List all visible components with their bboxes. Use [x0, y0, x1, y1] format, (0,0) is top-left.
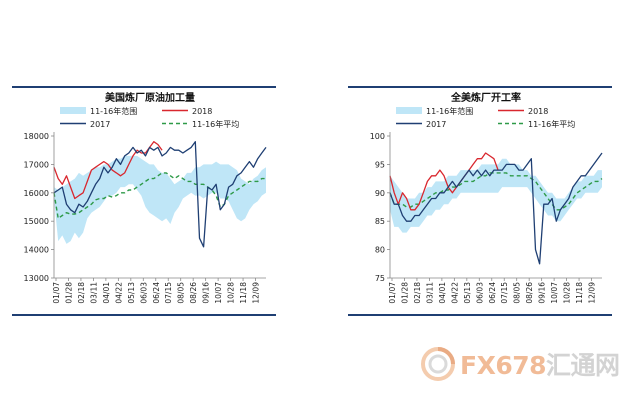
chart-0-legend-label-s2017: 2017: [90, 120, 110, 129]
chart-1-y-tick-label: 85: [375, 217, 385, 226]
chart-0-x-tick-label: 01/28: [64, 282, 73, 304]
chart-1-legend-label-s2018: 2018: [528, 107, 548, 116]
chart-0-x-tick-label: 06/24: [152, 282, 161, 304]
chart-1-series-2017-line: [389, 152, 603, 265]
chart-1-y-tick-label: 75: [375, 274, 385, 283]
chart-1-legend-label-avg: 11-16年平均: [528, 119, 575, 129]
chart-0-x-tick-label: 03/11: [89, 282, 98, 304]
chart-0-x-tick-label: 04/22: [114, 282, 123, 304]
chart-1-x-tick-label: 06/24: [488, 282, 497, 304]
chart-0-y-tick-label: 17000: [24, 160, 49, 169]
chart-0-x-tick-label: 06/03: [139, 282, 148, 304]
chart-1-x-tick-label: 02/18: [413, 282, 422, 304]
chart-0-x-tick-label: 12/09: [252, 282, 261, 304]
utilization-chart: 全美炼厂开工率 11-16年范围 2018 2017 11-16年平均 100 95 90 85…: [370, 91, 603, 304]
chart-1-title: 全美炼厂开工率: [450, 91, 521, 104]
chart-0-x-tick-label: 10/28: [227, 282, 236, 304]
chart-0-legend-label-s2018: 2018: [192, 107, 212, 116]
chart-0-x-tick-label: 08/05: [177, 282, 186, 304]
chart-panel-utilization: 全美炼厂开工率 11-16年范围 2018 2017 11-16年平均 100 95 90 85…: [348, 86, 612, 316]
chart-0-series-avg-line: [53, 172, 266, 220]
chart-0-y-tick-label: 14000: [24, 246, 49, 255]
chart-1-x-tick-label: 10/07: [550, 282, 559, 304]
chart-0-x-tick-label: 11/18: [239, 282, 248, 304]
watermark-brand: FX678: [460, 351, 547, 380]
chart-1-x-tick-label: 01/28: [400, 282, 409, 304]
chart-0-x-tick-label: 05/13: [127, 282, 136, 304]
chart-0-y-tick-label: 18000: [24, 132, 49, 141]
chart-1-legend-label-s2017: 2017: [426, 120, 446, 129]
chart-0-series-range-band: [54, 155, 266, 244]
chart-1-x-tick-label: 10/28: [563, 282, 572, 304]
chart-0-x-tick-label: 07/15: [164, 282, 173, 304]
chart-0-x-tick-label: 08/26: [189, 282, 198, 304]
chart-0-series-2017-line: [53, 141, 267, 248]
chart-0-x-tick-label: 10/07: [214, 282, 223, 304]
fx678-logo-icon: [421, 347, 455, 381]
chart-0-legend-swatch-band: [60, 107, 86, 114]
chart-1-y-tick-label: 100: [370, 132, 385, 141]
chart-0-x-tick-label: 02/18: [77, 282, 86, 304]
chart-1-y-tick-label: 90: [375, 189, 385, 198]
chart-1-x-tick-label: 09/16: [538, 282, 547, 304]
chart-0-x-tick-label: 01/07: [52, 282, 61, 304]
watermark-text: FX678汇通网: [460, 346, 620, 382]
fx678-watermark: FX678汇通网: [420, 344, 630, 384]
chart-1-legend-label-band: 11-16年范围: [426, 106, 473, 116]
chart-1-x-tick-label: 06/03: [475, 282, 484, 304]
chart-1-legend-swatch-band: [396, 107, 422, 114]
chart-0-title: 美国炼厂原油加工量: [105, 91, 195, 104]
chart-panel-crude-runs: 美国炼厂原油加工量 11-16年范围 2018 2017 11-16年平均 18000 17…: [12, 86, 276, 316]
chart-1-x-tick-label: 07/15: [500, 282, 509, 304]
chart-1-x-tick-label: 01/07: [388, 282, 397, 304]
chart-1-series-range-band: [390, 158, 602, 233]
chart-1-x-tick-label: 04/22: [450, 282, 459, 304]
crude-runs-chart: 美国炼厂原油加工量 11-16年范围 2018 2017 11-16年平均 18000 17…: [24, 91, 267, 304]
chart-1-x-tick-label: 11/18: [575, 282, 584, 304]
chart-0-legend-label-band: 11-16年范围: [90, 106, 137, 116]
chart-0-y-tick-label: 13000: [24, 274, 49, 283]
chart-1-y-tick-label: 80: [375, 246, 385, 255]
chart-0-y-tick-label: 16000: [24, 189, 49, 198]
chart-0-x-tick-label: 09/16: [202, 282, 211, 304]
chart-0-legend-label-avg: 11-16年平均: [192, 119, 239, 129]
chart-1-y-tick-label: 95: [375, 160, 385, 169]
chart-1-x-tick-label: 04/01: [438, 282, 447, 304]
chart-1-x-tick-label: 12/09: [588, 282, 597, 304]
chart-0-x-tick-label: 04/01: [102, 282, 111, 304]
chart-1-x-tick-label: 08/26: [525, 282, 534, 304]
chart-1-x-tick-label: 03/11: [425, 282, 434, 304]
chart-0-y-tick-label: 15000: [24, 217, 49, 226]
watermark-site: 汇通网: [546, 351, 620, 380]
chart-1-x-tick-label: 05/13: [463, 282, 472, 304]
chart-1-x-tick-label: 08/05: [513, 282, 522, 304]
chart-1-series-2018-line: [389, 152, 499, 211]
